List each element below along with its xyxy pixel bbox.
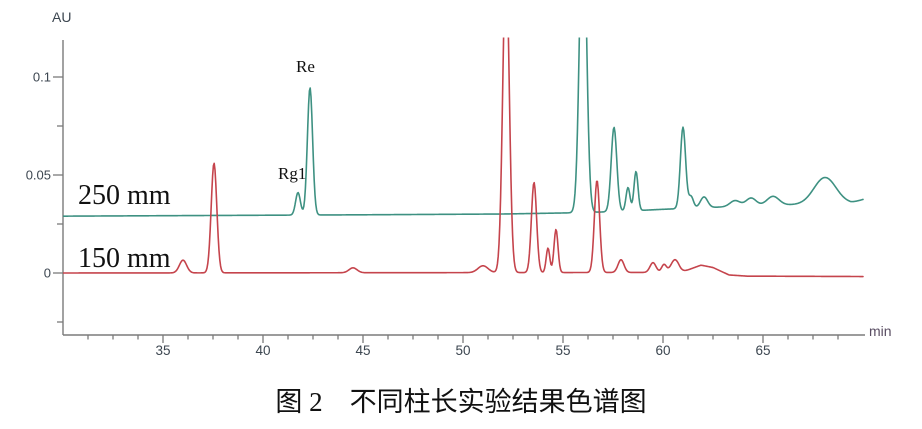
y-axis-ticks	[53, 76, 63, 323]
x-tick-label: 55	[555, 343, 570, 358]
peak-annotation-re: Re	[296, 57, 315, 76]
x-tick-label: 50	[455, 343, 470, 358]
y-axis-unit-label: AU	[52, 9, 72, 25]
axes	[62, 40, 865, 336]
series-label-150mm: 150 mm	[78, 243, 171, 274]
y-tick-label: 0	[44, 266, 51, 281]
y-tick-label: 0.1	[33, 70, 51, 85]
trace-150mm	[63, 37, 864, 278]
x-axis-ticks	[87, 335, 839, 343]
x-tick-label: 40	[255, 343, 270, 358]
x-tick-label: 60	[655, 343, 670, 358]
x-tick-label: 45	[355, 343, 370, 358]
y-axis-tick-labels: 0.1 0.05 0	[26, 70, 51, 281]
y-tick-label: 0.05	[26, 168, 51, 183]
series-label-250mm: 250 mm	[78, 180, 171, 211]
x-axis-tick-labels: 35 40 45 50 55 60 65	[155, 343, 770, 358]
x-axis-unit-label: min	[869, 323, 892, 339]
trace-250mm	[63, 37, 864, 217]
peak-annotation-rg1: Rg1	[278, 164, 307, 183]
figure-caption: 图 2 不同柱长实验结果色谱图	[275, 387, 647, 417]
x-tick-label: 65	[755, 343, 770, 358]
x-tick-label: 35	[155, 343, 170, 358]
